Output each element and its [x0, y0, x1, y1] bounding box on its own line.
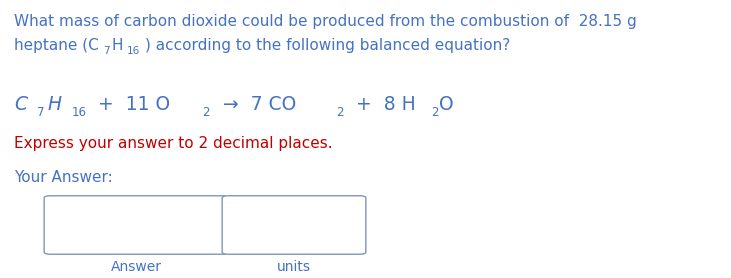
FancyBboxPatch shape: [222, 196, 366, 254]
Text: O: O: [439, 95, 454, 114]
Text: ) according to the following balanced equation?: ) according to the following balanced eq…: [145, 38, 510, 53]
Text: Express your answer to 2 decimal places.: Express your answer to 2 decimal places.: [14, 136, 333, 151]
Text: heptane (C: heptane (C: [14, 38, 99, 53]
Text: +  8 H: + 8 H: [344, 95, 416, 114]
Text: What mass of carbon dioxide could be produced from the combustion of  28.15 g: What mass of carbon dioxide could be pro…: [14, 14, 637, 29]
Text: 2: 2: [431, 106, 439, 118]
Text: +  11 O: + 11 O: [86, 95, 170, 114]
Text: Answer: Answer: [110, 260, 162, 274]
Text: →  7 CO: → 7 CO: [211, 95, 296, 114]
Text: H: H: [112, 38, 124, 53]
Text: 2: 2: [202, 106, 210, 118]
Text: 16: 16: [127, 46, 140, 56]
Text: C: C: [14, 95, 27, 114]
Text: 7: 7: [37, 106, 45, 118]
Text: 16: 16: [72, 106, 87, 118]
Text: Your Answer:: Your Answer:: [14, 170, 113, 185]
Text: 7: 7: [103, 46, 110, 56]
Text: H: H: [48, 95, 61, 114]
Text: 2: 2: [336, 106, 344, 118]
FancyBboxPatch shape: [44, 196, 228, 254]
Text: units: units: [277, 260, 311, 274]
